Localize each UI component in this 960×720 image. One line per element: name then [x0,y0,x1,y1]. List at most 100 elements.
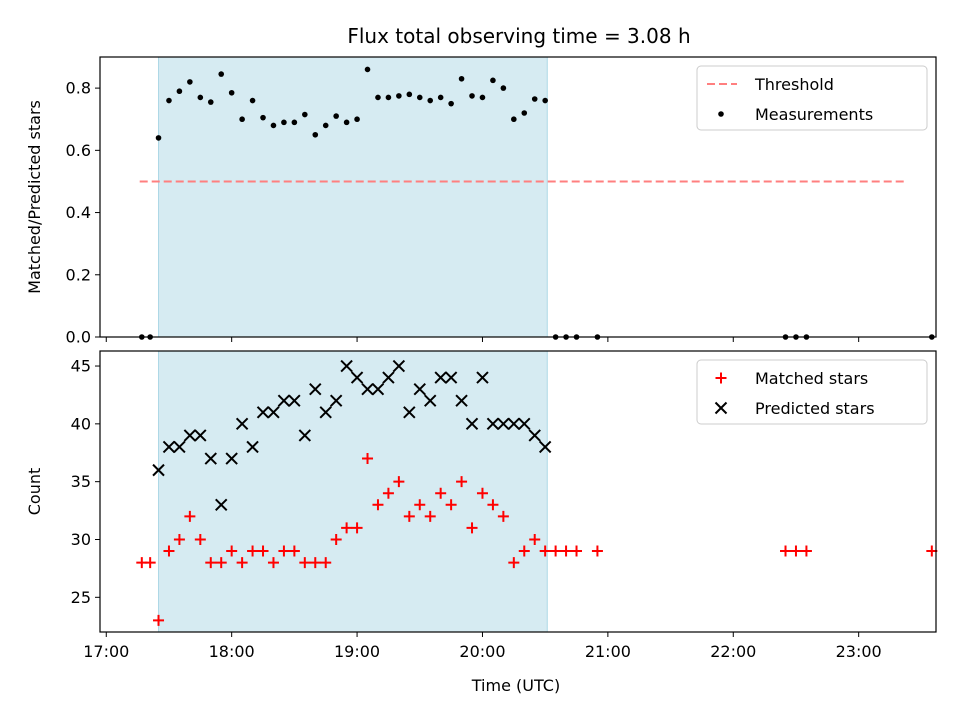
data-point [435,487,447,499]
data-point [538,440,552,454]
chart-panels: 0.0 0.2 0.4 0.6 0.8 Matched/Predicted stars Th… [25,56,938,695]
data-point [173,440,186,454]
data-point [215,498,228,512]
data-point [354,116,360,123]
legend-marker [714,401,728,415]
data-point [529,533,541,545]
data-point [416,94,423,101]
data-point [361,382,374,396]
data-point [173,533,185,545]
data-point [278,545,290,557]
data-point [790,545,802,557]
data-point [437,94,444,101]
data-point [267,557,279,569]
data-point [531,96,538,102]
y-tick-label: 0.8 [66,79,91,98]
y-tick-label: 35 [71,472,91,491]
data-point [511,116,517,123]
data-point [166,97,172,104]
data-point [476,371,489,384]
data-point [392,359,406,373]
x-tick-label: 21:00 [585,642,631,661]
data-point [372,499,384,511]
data-point [225,452,238,465]
data-point [246,440,259,454]
data-point [550,545,562,557]
observing-window-shade [158,351,548,632]
data-point [235,417,249,431]
legend-label: Matched stars [755,369,868,388]
data-point [187,79,193,85]
data-point [539,545,551,557]
data-point [427,97,434,104]
x-tick-label: 19:00 [334,642,380,661]
y-tick-label: 25 [71,588,91,607]
y-axis-label: Count [25,468,44,516]
data-point [571,545,583,557]
data-point [382,487,394,499]
data-point [194,429,207,442]
data-point [413,382,426,396]
data-point [205,557,217,569]
data-point [236,557,248,569]
observing-window-shade [158,57,548,337]
y-tick-label: 0.0 [66,328,91,347]
data-point [382,371,395,384]
data-point [291,119,298,126]
x-tick-label: 18:00 [209,642,255,661]
data-point [396,93,402,99]
data-point [309,382,322,396]
top-panel: 0.0 0.2 0.4 0.6 0.8 Matched/Predicted stars Th… [25,56,937,347]
x-axis-label: Time (UTC) [471,676,560,695]
data-point [207,99,214,105]
data-point [424,510,436,522]
data-point [521,110,528,116]
data-point [414,499,426,511]
series-matched-stars [136,453,938,626]
data-point [302,111,308,118]
data-point [277,394,291,407]
data-point [780,545,792,557]
y-tick-label: 0.4 [66,203,91,222]
data-point [256,406,270,419]
data-point [341,522,353,534]
data-point [270,122,277,129]
data-point [518,417,531,431]
data-point [204,452,217,465]
data-point [444,371,458,384]
data-point [333,113,339,119]
legend-label: Measurements [755,105,873,124]
legend-marker [715,372,727,384]
data-point [260,114,266,121]
data-point [226,545,238,557]
data-point [508,557,520,569]
data-point [330,533,342,545]
data-point [298,429,312,442]
x-tick-label: 22:00 [710,642,756,661]
data-point [458,75,465,82]
data-point [800,545,812,557]
data-point [445,499,457,511]
data-point [469,93,475,99]
data-point [476,487,488,499]
y-tick-label: 0.2 [66,265,91,284]
data-point [340,359,353,373]
legend: Threshold Measurements [696,65,928,131]
data-point [176,88,183,95]
data-point [497,510,509,522]
y-tick-label: 40 [71,414,91,433]
legend-label: Threshold [754,75,834,94]
data-point [152,463,165,477]
data-point [183,429,197,442]
data-point [350,371,364,384]
legend-marker [718,111,724,117]
data-point [403,406,416,419]
x-tick-label: 17:00 [83,642,129,661]
data-point [560,545,572,557]
data-point [500,85,507,91]
data-point [329,394,343,407]
data-point [362,453,374,465]
data-point [434,371,447,384]
axes-frame [99,350,937,633]
